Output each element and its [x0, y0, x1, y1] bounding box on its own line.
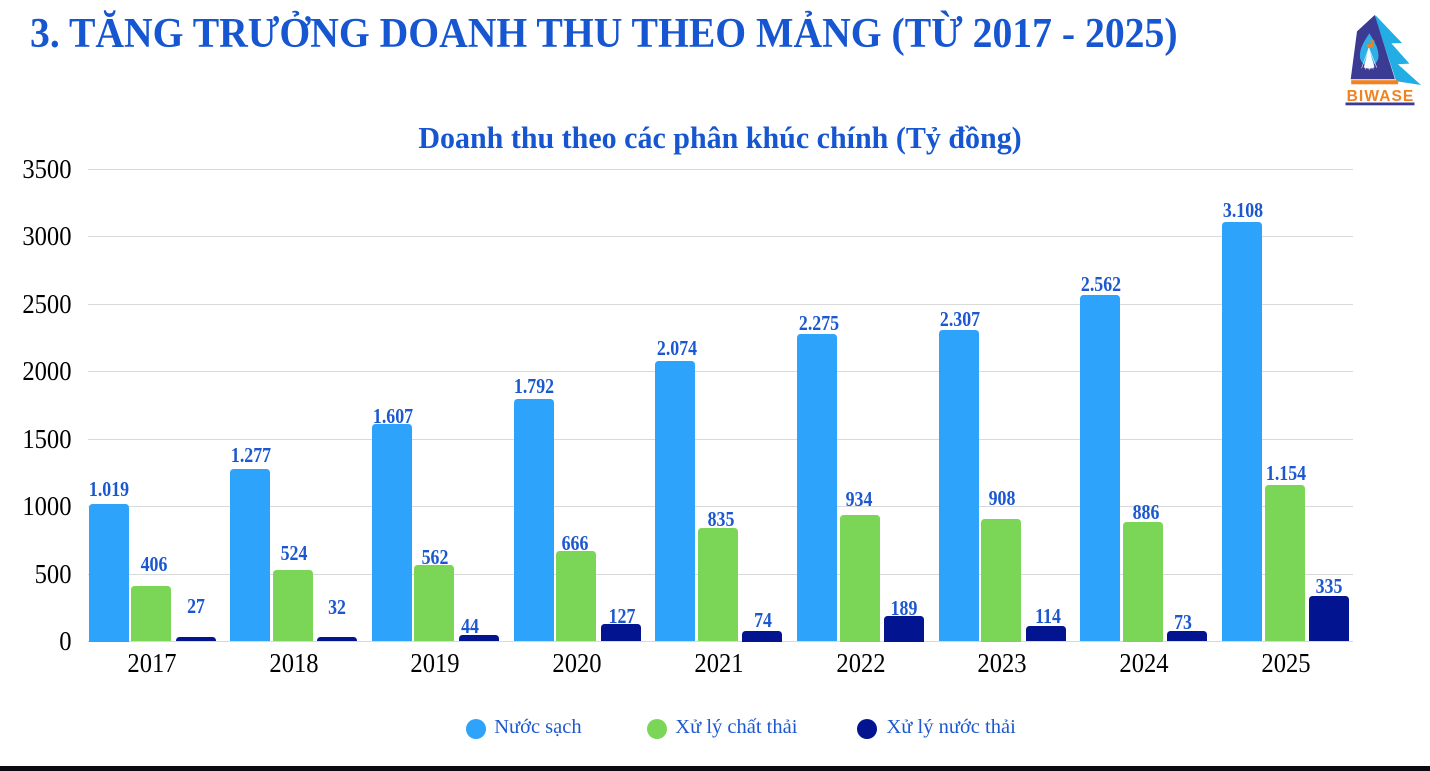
svg-text:BIWASE: BIWASE [1347, 88, 1415, 105]
